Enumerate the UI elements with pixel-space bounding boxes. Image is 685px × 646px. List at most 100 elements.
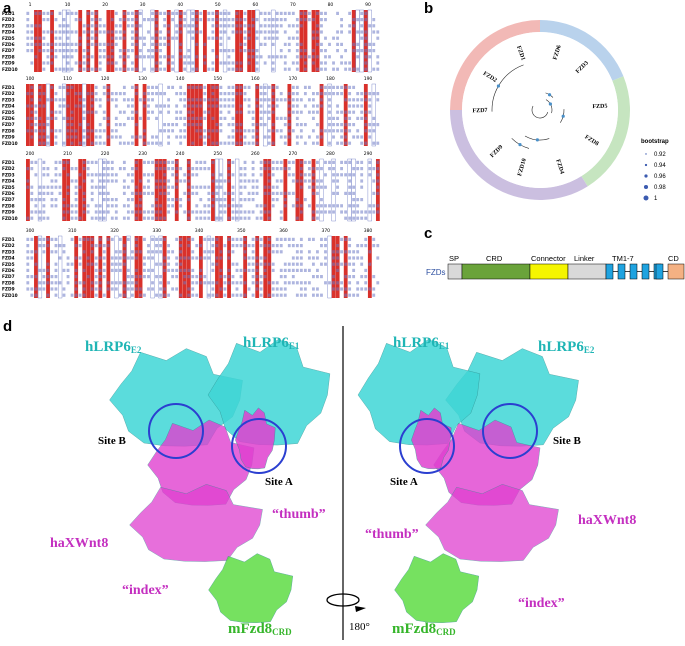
residue [130,11,134,15]
residue [74,49,78,53]
residue [352,24,356,28]
residue [122,123,126,127]
residue [263,256,267,260]
residue [54,30,58,34]
residue [263,275,267,279]
residue [223,104,227,108]
residue [114,104,118,108]
residue [26,30,30,34]
residue [98,256,102,260]
residue [275,185,279,189]
residue [336,104,339,108]
residue [211,293,215,297]
residue [94,30,98,34]
residue [348,160,352,164]
residue [94,18,98,22]
residue [239,67,243,71]
residue [235,204,239,208]
residue [368,287,372,291]
residue [126,281,130,285]
conserved-column [30,84,34,146]
residue [66,30,70,34]
residue [267,135,271,139]
residue [239,123,243,127]
residue [94,129,98,133]
residue [94,244,98,248]
residue [135,55,138,59]
residue [348,250,352,254]
residue [372,293,376,297]
residue [348,179,352,183]
residue [179,293,183,297]
residue [102,185,106,189]
residue [159,293,162,297]
residue [279,244,283,248]
residue [90,98,94,102]
residue [307,110,311,114]
residue [291,36,295,40]
residue [239,293,243,297]
residue [283,98,287,102]
residue [295,250,299,254]
residue [303,104,307,108]
residue [183,92,187,96]
residue [328,98,331,102]
sequence-name: FZD5 [2,110,15,116]
residue [191,275,195,279]
residue [316,36,319,40]
residue [135,30,138,34]
residue [155,167,158,171]
residue [312,116,315,120]
residue [275,11,279,15]
residue [219,198,223,202]
residue [90,36,94,40]
residue [82,237,86,241]
residue [183,135,187,139]
residue [110,173,114,177]
residue [122,204,126,208]
residue [34,210,38,214]
residue [324,250,327,254]
conserved-column [311,159,316,221]
residue [171,36,175,40]
residue [364,36,368,40]
residue [267,24,271,28]
residue [360,167,364,171]
residue [110,49,114,53]
residue [143,256,146,260]
residue [291,11,295,15]
residue [175,179,179,183]
residue [372,92,376,96]
residue [26,11,30,15]
residue [307,281,311,285]
residue [167,191,171,195]
residue [231,281,235,285]
residue [191,61,195,65]
residue [46,55,50,59]
residue [267,11,271,15]
residue [263,191,267,195]
sequence-name: FZD10 [2,216,18,222]
residue [195,67,199,71]
domain-label: SP [449,254,459,263]
residue [187,293,191,297]
conserved-column [26,84,30,146]
residue [30,129,34,133]
tree-internal [491,64,524,112]
residue [344,85,348,89]
residue [74,167,78,171]
residue [376,244,380,248]
residue [167,244,171,248]
conserved-column [283,159,288,221]
residue [251,49,255,53]
residue [279,160,283,164]
residue [74,179,78,183]
residue [130,61,134,65]
residue [299,244,303,248]
residue [86,129,90,133]
residue [34,198,38,202]
residue [143,129,146,133]
residue [312,18,315,22]
residue [126,24,130,28]
residue [54,173,58,177]
